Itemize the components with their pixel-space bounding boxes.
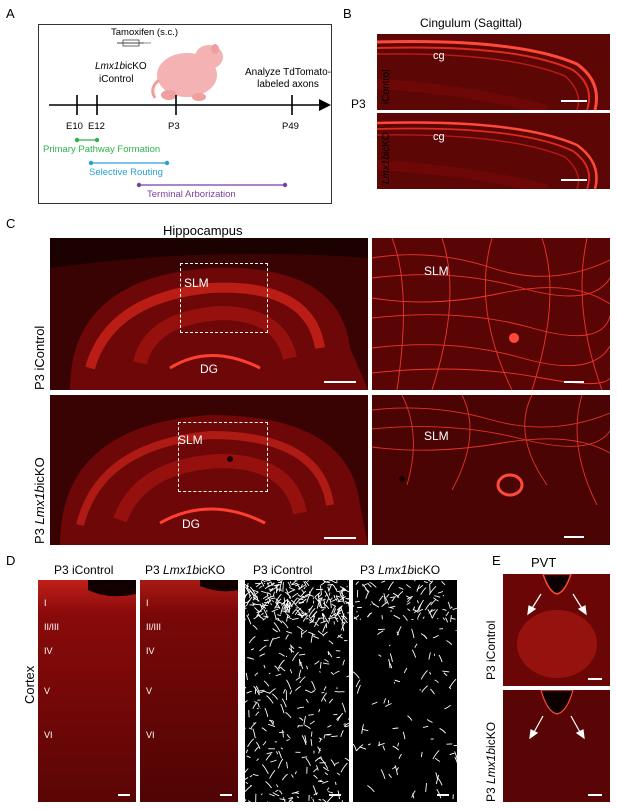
cortex-ko-image: I II/III IV V VI <box>140 580 238 802</box>
panel-label-e: E <box>492 553 501 568</box>
cortex-control-trace-image <box>245 580 349 802</box>
timeline-panel: Tamoxifen (s.c.) Lmx1bicKO iControl Anal… <box>38 24 332 204</box>
layer-ii-iii-label: II/III <box>44 622 60 632</box>
hippocampus-dg-label-ko: DG <box>182 517 200 531</box>
cingulum-cg-label-ko: cg <box>433 131 445 143</box>
pvt-ko-image <box>503 690 610 802</box>
cingulum-control-image: cg <box>377 34 610 110</box>
layer-i-label-ko: I <box>146 598 149 608</box>
cingulum-ko-image: cg <box>377 113 610 189</box>
cortex-col3-title: P3 iControl <box>253 563 313 577</box>
slm-roi-box <box>178 422 268 492</box>
genotype-ko-label: Lmx1bicKO <box>95 61 147 72</box>
hippocampus-slm-label: SLM <box>184 276 209 290</box>
timeline-graphic <box>49 39 331 188</box>
panel-label-a: A <box>6 6 15 21</box>
pvt-title: PVT <box>531 555 557 570</box>
phase-primary-label: Primary Pathway Formation <box>43 144 161 155</box>
tick-e10: E10 <box>66 121 83 132</box>
cortex-ko-trace-image <box>353 580 457 802</box>
arrow-icon <box>527 593 587 616</box>
layer-v-label-ko: V <box>146 686 153 696</box>
hippocampus-dg-label: DG <box>200 362 218 376</box>
hippocampus-title: Hippocampus <box>163 223 243 238</box>
hippocampus-slm-zoom-label-ko: SLM <box>424 429 449 443</box>
genotype-ctrl-label: iControl <box>99 74 134 85</box>
arrow-icon <box>529 715 585 740</box>
hippocampus-control-row-label: P3 iControl <box>32 325 47 390</box>
pvt-control-image <box>503 574 610 686</box>
layer-i-label: I <box>44 598 47 608</box>
pvt-ko-row-label: P3 Lmx1bicKO <box>484 721 498 802</box>
hippocampus-control-zoom-image: SLM <box>372 238 610 390</box>
scale-bar <box>564 381 584 383</box>
panel-label-d: D <box>6 553 16 568</box>
drug-label: Tamoxifen (s.c.) <box>111 27 179 38</box>
cortex-side-label: Cortex <box>22 665 37 704</box>
phase-arborization-label: Terminal Arborization <box>147 189 236 200</box>
arrow-head-icon <box>319 99 331 111</box>
slm-roi-box <box>180 263 268 333</box>
layer-iv-label-ko: IV <box>146 646 155 656</box>
cingulum-title: Cingulum (Sagittal) <box>420 16 523 30</box>
cingulum-age-label: P3 <box>351 97 366 111</box>
scale-bar <box>329 794 341 796</box>
hippocampus-ko-row-label: P3 Lmx1bicKO <box>32 457 47 544</box>
tick-p3: P3 <box>168 121 180 132</box>
scale-bar <box>588 678 602 680</box>
tick-p49: P49 <box>282 121 299 132</box>
pvt-control-row-label: P3 iControl <box>484 620 498 680</box>
layer-ii-iii-label-ko: II/III <box>146 622 162 632</box>
hippocampus-slm-label-ko: SLM <box>178 433 203 447</box>
cingulum-cg-label-control: cg <box>433 50 445 62</box>
phase-routing-label: Selective Routing <box>89 167 163 178</box>
scale-bar <box>437 794 449 796</box>
cingulum-ko-row-label: Lmx1bicKO <box>381 132 392 184</box>
layer-iv-label: IV <box>44 646 53 656</box>
scale-bar <box>324 537 356 539</box>
hippocampus-ko-overview-image: SLM DG <box>50 395 368 545</box>
scale-bar <box>561 100 587 102</box>
cortex-col2-title: P3 Lmx1bicKO <box>145 563 226 577</box>
layer-v-label: V <box>44 686 51 696</box>
scale-bar <box>564 536 584 538</box>
syringe-icon <box>117 39 151 47</box>
scale-bar <box>588 794 602 796</box>
scale-bar <box>324 381 356 383</box>
analyze-label: Analyze TdTomato-labeled axons <box>245 67 331 90</box>
scale-bar <box>561 179 587 181</box>
layer-vi-label: VI <box>44 730 53 740</box>
layer-vi-label-ko: VI <box>146 730 155 740</box>
hippocampus-slm-zoom-label-control: SLM <box>424 264 449 278</box>
scale-bar <box>220 794 232 796</box>
panel-label-b: B <box>343 6 352 21</box>
scale-bar <box>118 794 130 796</box>
mouse-pup-icon <box>151 44 223 101</box>
cingulum-control-row-label: iControl <box>381 69 392 104</box>
cortex-col1-title: P3 iControl <box>54 563 114 577</box>
cortex-control-image: I II/III IV V VI <box>38 580 136 802</box>
hippocampus-ko-zoom-image: SLM <box>372 395 610 545</box>
tick-e12: E12 <box>88 121 105 132</box>
cortex-col4-title: P3 Lmx1bicKO <box>360 563 441 577</box>
hippocampus-control-overview-image: SLM DG <box>50 238 368 390</box>
panel-label-c: C <box>6 216 16 231</box>
